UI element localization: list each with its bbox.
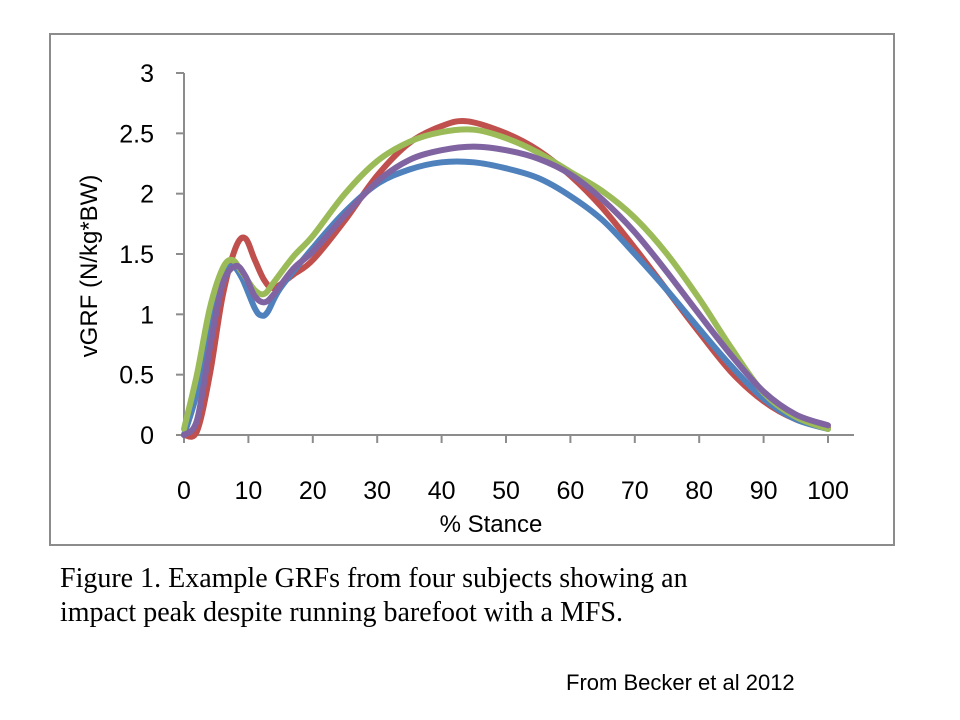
x-tick-label: 10 [234, 477, 262, 505]
axis-ticks: 00.511.522.530 10 20 30 40 50 60 70 80 90 100 [119, 60, 849, 505]
vgrf-line-chart: 00.511.522.530 10 20 30 40 50 60 70 80 90 100 % St… [76, 60, 854, 538]
x-tick-label: 40 [428, 477, 456, 505]
y-tick-label: 0 [140, 422, 154, 450]
series-line-4 [181, 143, 831, 438]
x-tick-label: 20 [299, 477, 327, 505]
x-tick-label: 60 [556, 477, 584, 505]
source-note: From Becker et al 2012 [566, 670, 795, 695]
x-tick-label: 0 [177, 477, 191, 505]
x-tick-label: 70 [621, 477, 649, 505]
x-tick-label: 30 [363, 477, 391, 505]
y-tick-label: 2.5 [119, 120, 154, 148]
x-tick-label: 90 [750, 477, 778, 505]
x-axis-title: % Stance [440, 511, 543, 538]
y-tick-label: 0.5 [119, 362, 154, 390]
caption-line-1: Figure 1. Example GRFs from four subject… [60, 563, 688, 594]
y-tick-label: 1.5 [119, 241, 154, 269]
series-line-2 [181, 158, 831, 438]
figure-caption: Figure 1. Example GRFs from four subject… [60, 562, 880, 630]
x-tick-label: 50 [492, 477, 520, 505]
y-tick-label: 1 [140, 301, 154, 329]
y-tick-label: 3 [140, 60, 154, 88]
series-lines [181, 118, 831, 440]
chart-frame: 0 0.5 1 1.5 2 2.5 3 0 10 20 30 40 50 60 70 80 90 100 % St… [49, 33, 895, 546]
x-tick-label: 80 [685, 477, 713, 505]
x-tick-label: 100 [807, 477, 849, 505]
y-axis-title: vGRF (N/kg*BW) [76, 175, 103, 358]
caption-line-2: impact peak despite running barefoot wit… [60, 597, 623, 628]
y-tick-label: 2 [140, 181, 154, 209]
series-line-3 [181, 126, 831, 432]
